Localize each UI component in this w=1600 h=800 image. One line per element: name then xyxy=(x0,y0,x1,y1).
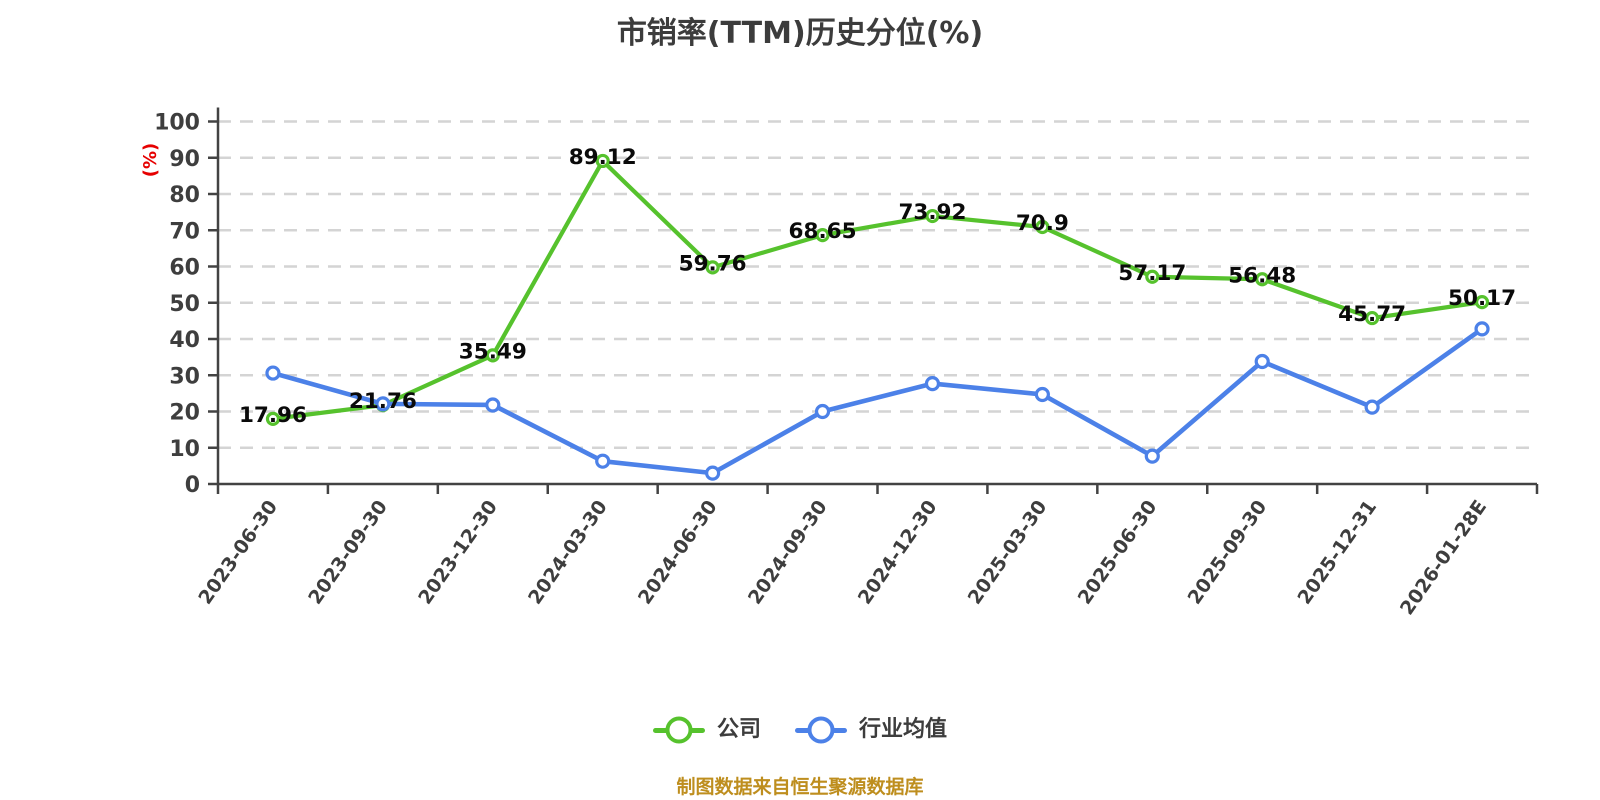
company-value-label-11: 50.17 xyxy=(1448,286,1516,311)
x-axis-label-6: 2024-12-30 xyxy=(854,496,942,608)
industry-point-7[interactable] xyxy=(1034,386,1050,403)
company-value-label-10: 45.77 xyxy=(1338,302,1406,327)
company-value-label-8: 57.17 xyxy=(1118,261,1186,286)
x-axis-label-7: 2025-03-30 xyxy=(964,496,1052,608)
industry-point-3[interactable] xyxy=(595,453,611,469)
x-axis-label-10: 2025-12-31 xyxy=(1293,496,1381,608)
company-point-4[interactable] xyxy=(705,260,720,275)
x-axis-label-2: 2023-12-30 xyxy=(414,496,502,608)
industry-point-8[interactable] xyxy=(1144,448,1160,464)
legend-item-industry[interactable]: 行业均值 xyxy=(795,714,947,746)
industry-circle-swatch xyxy=(807,716,835,744)
x-axis-label-1: 2023-09-30 xyxy=(304,496,392,608)
company-point-5[interactable] xyxy=(815,228,830,243)
company-point-7[interactable] xyxy=(1035,219,1050,235)
y-axis-label-10: 10 xyxy=(169,437,200,462)
x-axis-label-5: 2024-09-30 xyxy=(744,496,832,608)
company-circle-swatch xyxy=(665,716,693,744)
company-value-label-1: 21.76 xyxy=(349,389,417,414)
company-point-3[interactable] xyxy=(595,153,610,169)
industry-point-4[interactable] xyxy=(705,465,721,481)
y-axis-label-20: 20 xyxy=(169,401,200,426)
industry-point-10[interactable] xyxy=(1364,399,1380,415)
y-axis-label-90: 90 xyxy=(169,147,200,172)
industry-legend-marker xyxy=(795,714,847,746)
legend-label-industry: 行业均值 xyxy=(859,717,948,742)
x-axis-label-0: 2023-06-30 xyxy=(194,496,282,608)
y-axis-label-50: 50 xyxy=(169,292,200,317)
x-axis-label-3: 2024-03-30 xyxy=(524,496,612,608)
industry-point-0[interactable] xyxy=(265,365,281,381)
y-axis-label-40: 40 xyxy=(169,328,200,353)
x-axis-label-11: 2026-01-28E xyxy=(1396,496,1491,619)
company-point-10[interactable] xyxy=(1365,310,1380,326)
legend-item-company[interactable]: 公司 xyxy=(652,714,761,746)
company-point-0[interactable] xyxy=(265,411,281,426)
company-point-8[interactable] xyxy=(1145,269,1160,284)
legend-label-company: 公司 xyxy=(716,717,761,742)
company-value-label-4: 59.76 xyxy=(679,251,747,276)
company-point-6[interactable] xyxy=(925,208,940,224)
company-legend-marker xyxy=(652,714,705,746)
industry-line xyxy=(270,326,1485,476)
y-axis-label-80: 80 xyxy=(169,183,200,208)
industry-point-2[interactable] xyxy=(485,397,501,413)
industry-point-11[interactable] xyxy=(1474,321,1490,337)
company-value-label-9: 56.48 xyxy=(1228,263,1296,288)
y-axis-label-30: 30 xyxy=(169,364,200,389)
company-point-9[interactable] xyxy=(1255,272,1270,287)
y-axis-label-100: 100 xyxy=(154,111,200,136)
y-axis-label-0: 0 xyxy=(185,473,200,498)
chart-title: 市销率(TTM)历史分位(%) xyxy=(616,16,984,51)
data-source-note: 制图数据来自恒生聚源数据库 xyxy=(676,776,924,798)
company-value-label-6: 73.92 xyxy=(898,200,966,225)
industry-point-9[interactable] xyxy=(1254,353,1270,370)
company-line xyxy=(270,158,1485,421)
x-axis-label-8: 2025-06-30 xyxy=(1074,496,1162,608)
company-value-label-7: 70.9 xyxy=(1016,211,1069,236)
y-axis-unit-label: (%) xyxy=(140,143,161,178)
industry-point-1[interactable] xyxy=(375,396,391,412)
x-axis-label-9: 2025-09-30 xyxy=(1184,496,1272,608)
industry-point-5[interactable] xyxy=(814,403,831,420)
company-value-label-2: 35.49 xyxy=(459,339,527,364)
industry-point-6[interactable] xyxy=(924,375,941,392)
company-value-label-5: 68.65 xyxy=(789,219,857,244)
company-value-label-3: 89.12 xyxy=(569,145,637,170)
y-axis-label-60: 60 xyxy=(169,256,200,281)
company-point-2[interactable] xyxy=(485,348,500,363)
y-axis-label-70: 70 xyxy=(169,219,200,244)
company-point-11[interactable] xyxy=(1474,295,1490,310)
legend: 公司 行业均值 xyxy=(0,714,1600,746)
x-axis-label-4: 2024-06-30 xyxy=(634,496,722,608)
company-value-label-0: 17.96 xyxy=(239,403,307,428)
